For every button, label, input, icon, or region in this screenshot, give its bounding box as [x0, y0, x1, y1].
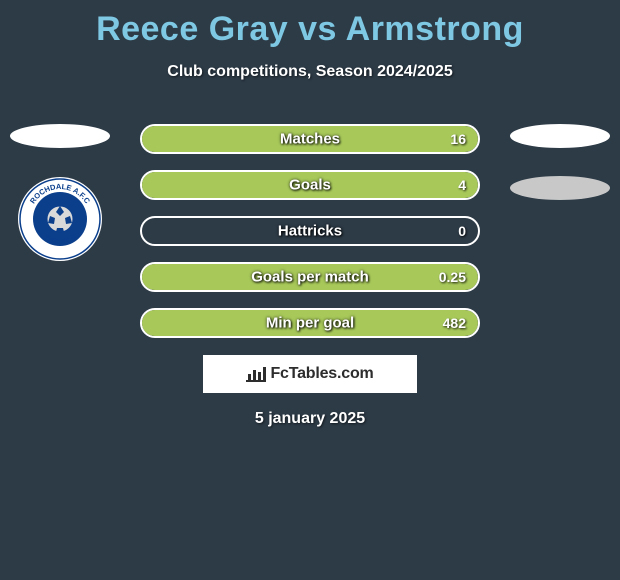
stat-value: 4: [458, 177, 466, 193]
brand-box: FcTables.com: [202, 354, 418, 394]
stat-label: Goals: [289, 177, 331, 194]
left-player-ellipse: [10, 124, 110, 148]
stat-row-goals: Goals 4: [140, 170, 480, 200]
brand-text: FcTables.com: [270, 365, 373, 383]
stat-row-min-per-goal: Min per goal 482: [140, 308, 480, 338]
subtitle: Club competitions, Season 2024/2025: [0, 63, 620, 81]
right-player-column: [508, 124, 612, 228]
left-club-badge: ROCHDALE A.F.C THE DALE: [10, 176, 110, 262]
right-player-ellipse-1: [510, 124, 610, 148]
stat-value: 482: [443, 315, 466, 331]
stat-row-goals-per-match: Goals per match 0.25: [140, 262, 480, 292]
stat-value: 0.25: [439, 269, 466, 285]
stat-value: 16: [450, 131, 466, 147]
stat-label: Goals per match: [251, 269, 369, 286]
stat-label: Matches: [280, 131, 340, 148]
page-title: Reece Gray vs Armstrong: [0, 0, 620, 49]
stats-column: Matches 16 Goals 4 Hattricks 0 Goals per…: [140, 124, 480, 354]
left-player-column: ROCHDALE A.F.C THE DALE: [8, 124, 112, 262]
stat-row-hattricks: Hattricks 0: [140, 216, 480, 246]
stat-value: 0: [458, 223, 466, 239]
date-line: 5 january 2025: [0, 410, 620, 428]
club-badge-icon: ROCHDALE A.F.C THE DALE: [17, 176, 103, 262]
stat-label: Hattricks: [278, 223, 342, 240]
brand-label: FcTables.com: [246, 365, 373, 383]
right-player-ellipse-2: [510, 176, 610, 200]
bars-icon: [246, 366, 266, 382]
stat-row-matches: Matches 16: [140, 124, 480, 154]
stat-label: Min per goal: [266, 315, 354, 332]
